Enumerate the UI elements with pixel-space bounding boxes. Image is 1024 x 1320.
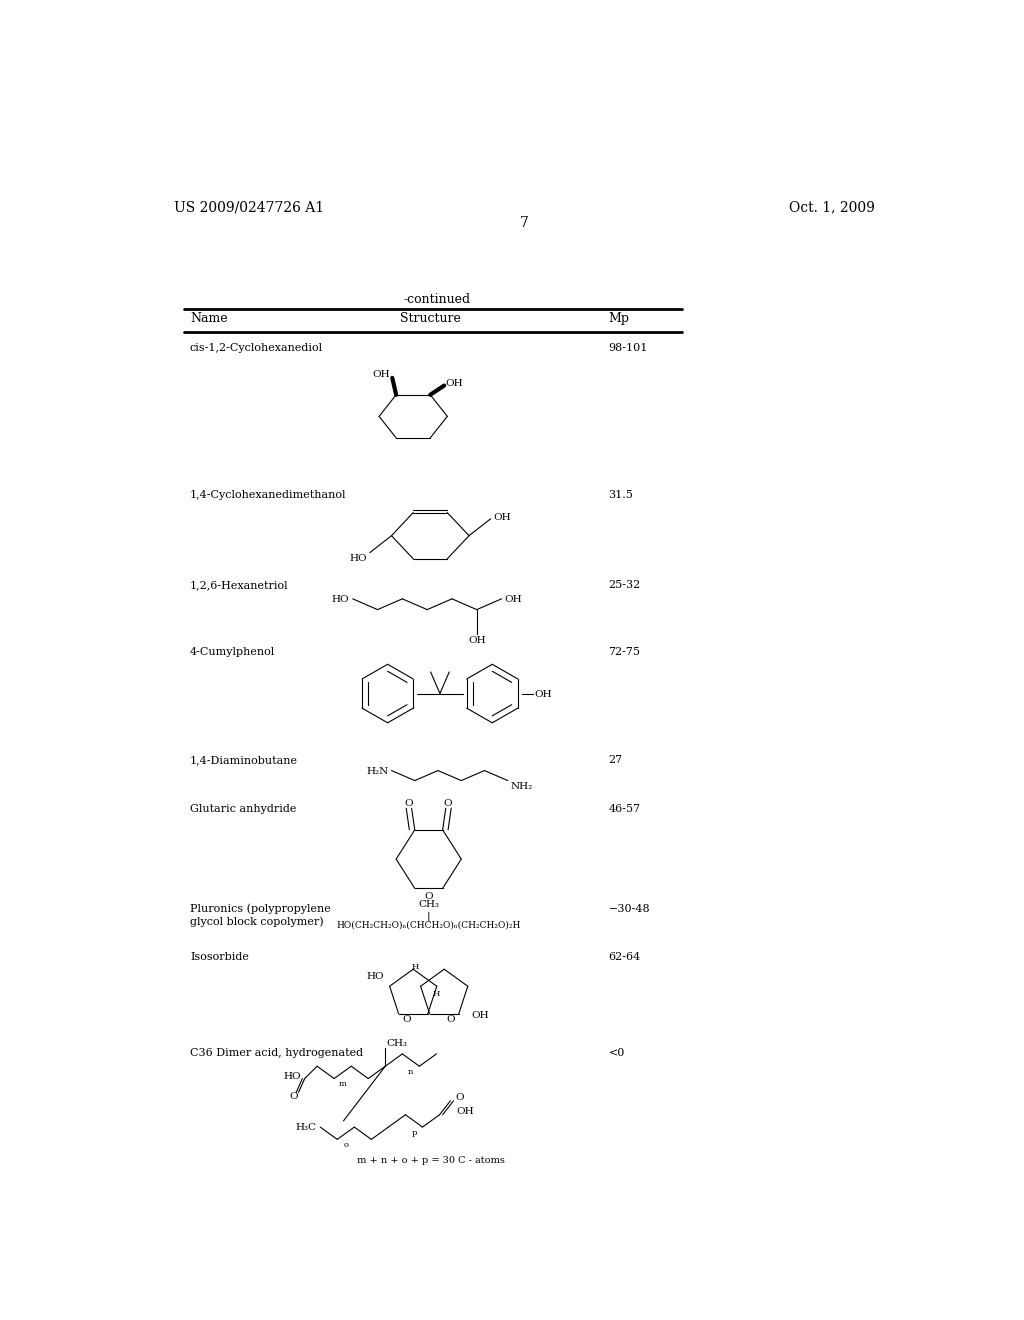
Text: CH₃: CH₃	[418, 900, 439, 909]
Text: 62-64: 62-64	[608, 952, 641, 961]
Text: O: O	[290, 1093, 298, 1101]
Text: Name: Name	[190, 313, 227, 326]
Text: −30-48: −30-48	[608, 904, 650, 913]
Text: 98-101: 98-101	[608, 343, 648, 354]
Text: CH₃: CH₃	[387, 1039, 408, 1048]
Text: O: O	[424, 892, 433, 902]
Text: Pluronics (polypropylene
glycol block copolymer): Pluronics (polypropylene glycol block co…	[190, 904, 331, 927]
Text: OH: OH	[468, 636, 485, 644]
Text: HO(CH₂CH₂O)ₙ(CHCH₂O)ₙ(CH₂CH₂O)₂H: HO(CH₂CH₂O)ₙ(CHCH₂O)ₙ(CH₂CH₂O)₂H	[337, 921, 521, 929]
Text: OH: OH	[373, 370, 390, 379]
Text: 25-32: 25-32	[608, 581, 641, 590]
Text: 1,4-Cyclohexanedimethanol: 1,4-Cyclohexanedimethanol	[190, 490, 346, 499]
Text: HO: HO	[367, 973, 384, 981]
Text: Glutaric anhydride: Glutaric anhydride	[190, 804, 296, 813]
Text: HO: HO	[331, 595, 349, 605]
Text: 1,4-Diaminobutane: 1,4-Diaminobutane	[190, 755, 298, 766]
Text: o: o	[343, 1140, 348, 1148]
Text: OH: OH	[457, 1107, 474, 1115]
Text: n: n	[409, 1068, 414, 1076]
Text: O: O	[404, 799, 413, 808]
Text: -continued: -continued	[403, 293, 470, 306]
Text: C36 Dimer acid, hydrogenated: C36 Dimer acid, hydrogenated	[190, 1048, 364, 1057]
Text: m: m	[339, 1080, 346, 1088]
Text: NH₂: NH₂	[510, 781, 532, 791]
Text: O: O	[443, 799, 452, 808]
Text: |: |	[427, 911, 430, 921]
Text: Isosorbide: Isosorbide	[190, 952, 249, 961]
Text: O: O	[455, 1093, 464, 1102]
Text: OH: OH	[535, 689, 552, 698]
Text: HO: HO	[350, 554, 368, 564]
Text: US 2009/0247726 A1: US 2009/0247726 A1	[174, 201, 325, 215]
Text: OH: OH	[471, 1011, 488, 1020]
Text: <0: <0	[608, 1048, 625, 1057]
Text: H: H	[411, 964, 419, 972]
Text: H₂N: H₂N	[367, 767, 388, 776]
Text: OH: OH	[493, 512, 511, 521]
Text: 27: 27	[608, 755, 623, 766]
Text: HO: HO	[284, 1072, 301, 1081]
Text: H₃C: H₃C	[295, 1123, 316, 1133]
Text: 4-Cumylphenol: 4-Cumylphenol	[190, 647, 275, 657]
Text: O: O	[402, 1015, 412, 1024]
Text: 31.5: 31.5	[608, 490, 634, 499]
Text: cis-1,2-Cyclohexanediol: cis-1,2-Cyclohexanediol	[190, 343, 324, 354]
Text: p: p	[412, 1129, 417, 1137]
Text: m + n + o + p = 30 C - atoms: m + n + o + p = 30 C - atoms	[356, 1155, 505, 1164]
Text: Structure: Structure	[399, 313, 461, 326]
Text: O: O	[446, 1015, 455, 1024]
Text: OH: OH	[505, 595, 522, 605]
Text: 1,2,6-Hexanetriol: 1,2,6-Hexanetriol	[190, 581, 289, 590]
Text: 7: 7	[520, 216, 529, 230]
Text: 46-57: 46-57	[608, 804, 641, 813]
Text: 72-75: 72-75	[608, 647, 640, 657]
Text: Oct. 1, 2009: Oct. 1, 2009	[790, 201, 876, 215]
Text: H: H	[433, 990, 440, 998]
Text: Mp: Mp	[608, 313, 630, 326]
Text: OH: OH	[445, 379, 464, 388]
